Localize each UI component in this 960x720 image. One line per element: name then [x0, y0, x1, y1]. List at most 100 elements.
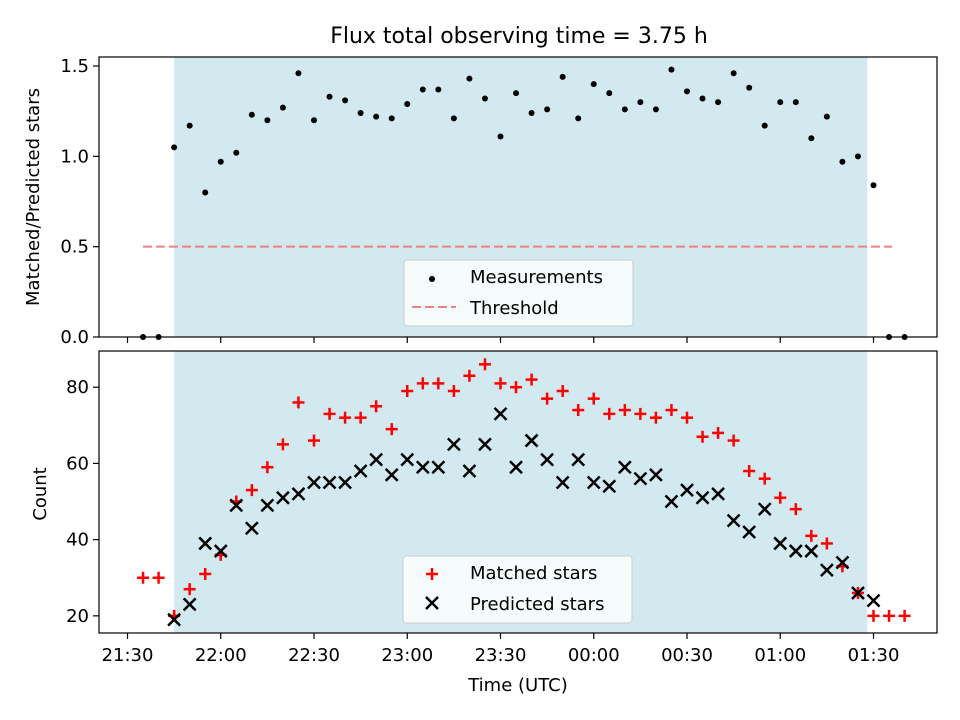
predicted-star-point	[462, 464, 477, 478]
matched-star-point	[541, 392, 554, 405]
measurement-point	[823, 113, 830, 120]
matched-star-point	[385, 423, 398, 436]
matched-star-point	[634, 407, 647, 420]
predicted-star-point	[617, 460, 632, 475]
matched-star-point	[696, 430, 709, 443]
predicted-star-point	[633, 471, 648, 486]
matched-star-point	[789, 503, 802, 516]
x-tick-label: 23:30	[475, 645, 527, 666]
measurement-points	[140, 66, 908, 340]
bottom-y-axis-label: Count	[30, 467, 51, 520]
matched-star-point	[603, 407, 616, 420]
predicted-star-point	[431, 460, 446, 475]
x-tick-label: 01:30	[848, 645, 900, 666]
predicted-star-point	[680, 483, 694, 497]
predicted-star-point	[571, 452, 586, 467]
matched-star-point	[494, 377, 507, 390]
x-tick-label: 01:00	[754, 645, 806, 666]
matched-star-point	[510, 381, 523, 394]
legend-measurement-marker	[429, 276, 435, 282]
predicted-star-point	[478, 437, 492, 452]
measurement-point	[668, 66, 675, 73]
measurement-point	[746, 84, 753, 91]
bottom-x-axis-ticks: 21:30 22:00 22:30 23:00 23:30 00:00 00:30 01:00…	[102, 633, 900, 666]
measurement-point	[715, 99, 722, 106]
measurement-point	[373, 113, 380, 120]
measurement-point	[870, 182, 877, 189]
matched-star-point	[199, 567, 212, 580]
measurement-point	[699, 95, 706, 102]
predicted-star-point	[369, 452, 384, 467]
predicted-star-point	[819, 563, 834, 578]
measurement-point	[311, 117, 317, 124]
predicted-star-point	[276, 490, 290, 505]
x-axis-label: Time (UTC)	[467, 675, 568, 696]
predicted-star-point	[757, 502, 772, 517]
matched-star-point	[137, 571, 150, 584]
measurement-point	[621, 106, 628, 113]
bottom-y-axis-ticks: 20 40 60 80	[66, 377, 99, 627]
matched-star-point	[478, 358, 491, 371]
bottom-legend: Matched stars Predicted stars	[402, 555, 633, 624]
x-tick-label: 21:30	[102, 645, 154, 666]
matched-star-point	[339, 411, 352, 424]
measurement-point	[590, 81, 597, 88]
matched-star-point	[556, 385, 569, 398]
matched-star-point	[323, 407, 336, 420]
measurement-point	[761, 122, 768, 129]
y-tick-label: 40	[66, 530, 89, 551]
y-tick-label: 60	[66, 453, 89, 474]
top-legend: Measurements Threshold	[403, 259, 634, 327]
matched-star-point	[370, 400, 383, 413]
measurement-point	[264, 117, 271, 124]
predicted-star-point	[773, 536, 788, 551]
top-y-axis-ticks: 0.0 0.5 1.0 1.5	[60, 56, 99, 348]
count-panel: 20 40 60 80 21:30 22:00 22:30 23:00 23:30 00:00 0…	[30, 350, 938, 696]
predicted-star-point	[726, 513, 741, 528]
matched-star-point	[883, 609, 896, 622]
predicted-star-point	[384, 467, 399, 482]
y-tick-label: 1.0	[60, 146, 89, 167]
matched-star-point	[245, 484, 258, 497]
measurement-point	[559, 73, 566, 80]
matched-star-point	[727, 434, 740, 447]
measurement-point	[730, 70, 737, 77]
predicted-star-point	[260, 498, 275, 513]
count-points	[137, 358, 911, 627]
matched-star-point	[681, 411, 693, 424]
matched-star-point	[463, 369, 476, 382]
predicted-star-point	[213, 544, 228, 558]
matched-star-point	[401, 385, 414, 398]
matched-star-point	[261, 461, 274, 474]
legend-matched-marker	[426, 568, 438, 580]
top-y-axis-label: Matched/Predicted stars	[23, 88, 44, 306]
predicted-star-point	[851, 586, 865, 600]
matched-star-point	[587, 392, 600, 405]
matched-star-point	[820, 537, 833, 550]
predicted-star-point	[586, 475, 601, 490]
matched-star-point	[649, 411, 662, 424]
matched-star-point	[354, 411, 367, 424]
predicted-star-point	[400, 452, 415, 467]
matched-star-point	[152, 571, 165, 584]
predicted-star-point	[338, 475, 352, 490]
matched-star-point	[416, 377, 429, 390]
measurement-point	[637, 99, 644, 106]
legend-threshold-label: Threshold	[469, 298, 559, 319]
measurement-point	[419, 86, 426, 93]
bottom-axes-frame	[98, 350, 938, 634]
measurement-point	[481, 95, 488, 102]
predicted-star-point	[244, 521, 259, 536]
measurement-point	[544, 106, 551, 113]
matched-star-point	[292, 396, 305, 409]
x-tick-label: 00:30	[661, 645, 713, 666]
y-tick-label: 1.5	[60, 56, 89, 77]
measurement-point	[854, 153, 861, 160]
predicted-star-point	[198, 536, 213, 551]
predicted-star-point	[866, 593, 881, 608]
matched-star-point	[712, 426, 725, 439]
y-tick-label: 80	[66, 377, 89, 398]
x-tick-label: 23:00	[381, 645, 433, 666]
predicted-star-point	[711, 487, 725, 501]
